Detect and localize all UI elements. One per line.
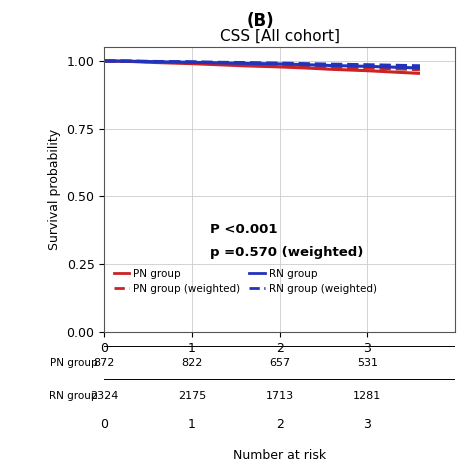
Text: 1281: 1281 — [353, 391, 382, 401]
Text: 822: 822 — [181, 357, 203, 368]
Text: RN group: RN group — [49, 391, 97, 401]
Text: 1: 1 — [188, 418, 196, 431]
Text: p =0.570 (weighted): p =0.570 (weighted) — [210, 246, 363, 259]
Text: 657: 657 — [269, 357, 290, 368]
Text: (B): (B) — [246, 12, 274, 30]
Text: Number at risk: Number at risk — [233, 448, 326, 462]
Text: 3: 3 — [364, 418, 371, 431]
Y-axis label: Survival probability: Survival probability — [48, 129, 61, 250]
Text: 0: 0 — [100, 418, 108, 431]
Title: CSS [All cohort]: CSS [All cohort] — [219, 28, 340, 44]
Text: 1713: 1713 — [265, 391, 294, 401]
Text: 2175: 2175 — [178, 391, 206, 401]
Text: 531: 531 — [357, 357, 378, 368]
Text: 872: 872 — [93, 357, 115, 368]
Legend: PN group, PN group (weighted), RN group, RN group (weighted): PN group, PN group (weighted), RN group,… — [109, 264, 381, 298]
Text: PN group: PN group — [50, 357, 97, 368]
Text: P <0.001: P <0.001 — [210, 223, 277, 236]
Text: 2324: 2324 — [90, 391, 118, 401]
Text: 2: 2 — [276, 418, 283, 431]
